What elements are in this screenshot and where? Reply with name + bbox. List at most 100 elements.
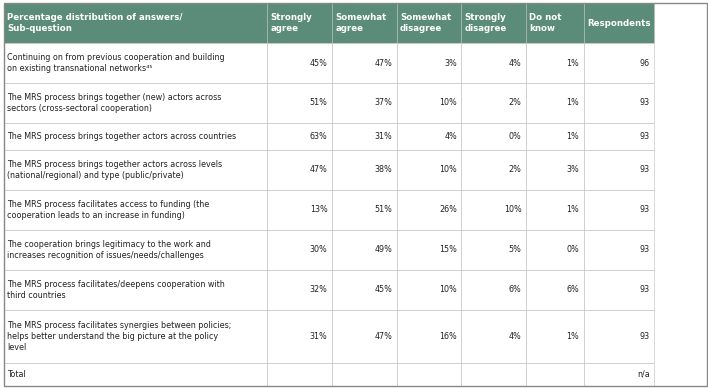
Bar xyxy=(396,150,461,190)
Text: 2%: 2% xyxy=(509,99,522,107)
Bar xyxy=(583,310,654,363)
Bar xyxy=(4,83,267,123)
Bar xyxy=(461,363,526,386)
Text: 1%: 1% xyxy=(566,99,579,107)
Text: The MRS process brings together actors across levels
(national/regional) and typ: The MRS process brings together actors a… xyxy=(7,160,222,180)
Text: 26%: 26% xyxy=(439,205,457,214)
Text: 10%: 10% xyxy=(439,99,457,107)
Text: Respondents: Respondents xyxy=(587,19,651,28)
Text: 4%: 4% xyxy=(444,132,457,141)
Bar xyxy=(267,270,332,310)
Text: 3%: 3% xyxy=(444,59,457,68)
Bar xyxy=(267,310,332,363)
Text: 45%: 45% xyxy=(309,59,328,68)
Text: Do not
know: Do not know xyxy=(530,13,562,33)
Text: Somewhat
disagree: Somewhat disagree xyxy=(400,13,451,33)
Bar xyxy=(4,363,267,386)
Text: 10%: 10% xyxy=(439,285,457,294)
Text: 49%: 49% xyxy=(375,245,392,254)
Bar xyxy=(267,3,332,43)
Bar xyxy=(583,43,654,83)
Bar xyxy=(396,230,461,270)
Bar xyxy=(4,43,267,83)
Bar xyxy=(526,310,583,363)
Text: Percentage distribution of answers/
Sub-question: Percentage distribution of answers/ Sub-… xyxy=(7,13,183,33)
Bar xyxy=(332,190,396,230)
Bar xyxy=(461,3,526,43)
Bar xyxy=(4,150,267,190)
Bar xyxy=(461,83,526,123)
Text: 93: 93 xyxy=(639,165,650,174)
Bar xyxy=(461,43,526,83)
Text: 93: 93 xyxy=(639,285,650,294)
Text: The cooperation brings legitimacy to the work and
increases recognition of issue: The cooperation brings legitimacy to the… xyxy=(7,240,211,260)
Text: 37%: 37% xyxy=(375,99,392,107)
Text: 30%: 30% xyxy=(310,245,328,254)
Text: 31%: 31% xyxy=(375,132,392,141)
Text: 6%: 6% xyxy=(566,285,579,294)
Text: 13%: 13% xyxy=(310,205,328,214)
Text: 63%: 63% xyxy=(310,132,328,141)
Bar xyxy=(583,123,654,150)
Text: The MRS process facilitates synergies between policies;
helps better understand : The MRS process facilitates synergies be… xyxy=(7,320,232,352)
Bar xyxy=(396,123,461,150)
Bar xyxy=(583,270,654,310)
Bar xyxy=(526,3,583,43)
Bar xyxy=(332,83,396,123)
Text: Strongly
agree: Strongly agree xyxy=(270,13,312,33)
Bar xyxy=(332,230,396,270)
Bar xyxy=(526,270,583,310)
Text: The MRS process facilitates/deepens cooperation with
third countries: The MRS process facilitates/deepens coop… xyxy=(7,280,225,300)
Bar xyxy=(526,43,583,83)
Bar xyxy=(4,3,267,43)
Bar xyxy=(396,43,461,83)
Text: 10%: 10% xyxy=(439,165,457,174)
Text: 93: 93 xyxy=(639,205,650,214)
Text: 15%: 15% xyxy=(439,245,457,254)
Text: The MRS process brings together (new) actors across
sectors (cross-sectoral coop: The MRS process brings together (new) ac… xyxy=(7,93,222,113)
Bar xyxy=(461,310,526,363)
Bar xyxy=(396,83,461,123)
Bar xyxy=(267,230,332,270)
Bar xyxy=(526,190,583,230)
Bar xyxy=(332,3,396,43)
Bar xyxy=(461,150,526,190)
Text: 16%: 16% xyxy=(439,332,457,341)
Bar xyxy=(267,123,332,150)
Bar xyxy=(583,363,654,386)
Text: 51%: 51% xyxy=(309,99,328,107)
Bar xyxy=(396,363,461,386)
Text: 1%: 1% xyxy=(566,205,579,214)
Text: 0%: 0% xyxy=(509,132,522,141)
Bar xyxy=(396,270,461,310)
Text: 4%: 4% xyxy=(509,59,522,68)
Text: 4%: 4% xyxy=(509,332,522,341)
Text: 47%: 47% xyxy=(309,165,328,174)
Bar xyxy=(461,270,526,310)
Bar xyxy=(526,363,583,386)
Bar xyxy=(461,230,526,270)
Text: 32%: 32% xyxy=(309,285,328,294)
Bar xyxy=(267,150,332,190)
Bar xyxy=(332,123,396,150)
Bar xyxy=(461,190,526,230)
Text: n/a: n/a xyxy=(637,370,650,379)
Text: 5%: 5% xyxy=(509,245,522,254)
Text: 10%: 10% xyxy=(504,205,522,214)
Text: The MRS process facilitates access to funding (the
cooperation leads to an incre: The MRS process facilitates access to fu… xyxy=(7,200,210,220)
Bar xyxy=(4,230,267,270)
Bar xyxy=(332,310,396,363)
Bar xyxy=(583,190,654,230)
Bar xyxy=(267,43,332,83)
Bar xyxy=(332,150,396,190)
Text: 47%: 47% xyxy=(375,59,392,68)
Bar xyxy=(583,3,654,43)
Bar xyxy=(583,230,654,270)
Text: 45%: 45% xyxy=(375,285,392,294)
Bar xyxy=(396,3,461,43)
Bar xyxy=(267,83,332,123)
Text: Continuing on from previous cooperation and building
on existing transnational n: Continuing on from previous cooperation … xyxy=(7,53,224,73)
Text: 1%: 1% xyxy=(566,59,579,68)
Bar xyxy=(396,190,461,230)
Bar xyxy=(267,363,332,386)
